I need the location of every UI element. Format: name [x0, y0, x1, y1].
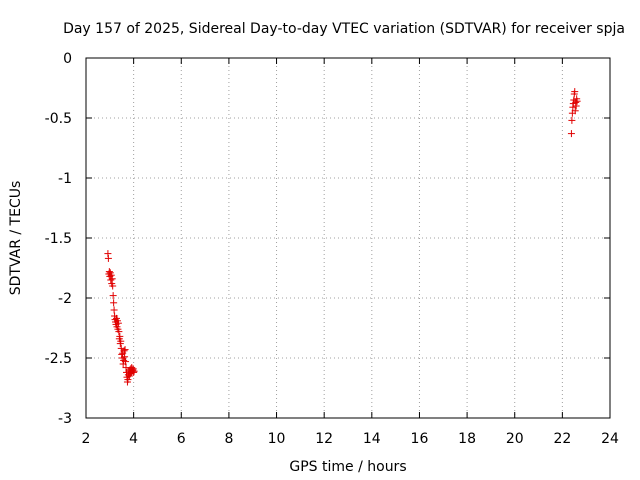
data-points [104, 88, 581, 386]
data-point [117, 337, 125, 345]
x-tick-label: 18 [458, 431, 476, 447]
data-point [115, 328, 123, 336]
x-tick-label: 20 [506, 431, 524, 447]
x-axis-label: GPS time / hours [289, 459, 406, 475]
y-tick-label: 0 [63, 51, 72, 67]
data-point [109, 282, 117, 290]
y-tick-label: -2.5 [45, 351, 72, 367]
data-point [571, 107, 579, 115]
data-point [572, 102, 580, 110]
ticks [85, 57, 611, 419]
x-tick-label: 12 [315, 431, 333, 447]
x-tick-label: 10 [268, 431, 286, 447]
y-tick-label: -0.5 [45, 111, 72, 127]
data-point [121, 346, 129, 354]
grid [86, 58, 610, 418]
data-point [573, 97, 581, 105]
data-point [116, 332, 124, 340]
x-tick-label: 2 [82, 431, 91, 447]
y-tick-labels: 0 -0.5 -1 -1.5 -2 -2.5 -3 [45, 51, 72, 427]
data-point [114, 319, 122, 327]
y-tick-label: -1.5 [45, 231, 72, 247]
chart-title: Day 157 of 2025, Sidereal Day-to-day VTE… [63, 21, 625, 37]
x-tick-label: 24 [601, 431, 619, 447]
data-point [110, 306, 118, 314]
data-point [122, 358, 130, 366]
data-point [130, 367, 138, 375]
y-axis-label: SDTVAR / TECUs [8, 181, 24, 296]
y-tick-label: -2 [58, 291, 72, 307]
data-point [110, 299, 118, 307]
x-tick-label: 6 [177, 431, 186, 447]
data-point [571, 88, 579, 96]
x-tick-label: 4 [129, 431, 138, 447]
data-point [120, 347, 128, 355]
data-point [104, 254, 112, 262]
x-tick-label: 22 [553, 431, 571, 447]
data-point [107, 271, 115, 279]
data-point [109, 292, 117, 300]
x-tick-label: 14 [363, 431, 381, 447]
data-point [567, 130, 575, 138]
data-point [121, 353, 129, 361]
x-tick-label: 8 [224, 431, 233, 447]
y-tick-label: -1 [58, 171, 72, 187]
plot-frame [85, 57, 611, 419]
data-point [568, 116, 576, 124]
x-tick-labels: 2 4 6 8 10 12 14 16 18 20 22 24 [82, 431, 619, 447]
data-point [108, 275, 116, 283]
x-tick-label: 16 [411, 431, 429, 447]
y-tick-label: -3 [58, 411, 72, 427]
